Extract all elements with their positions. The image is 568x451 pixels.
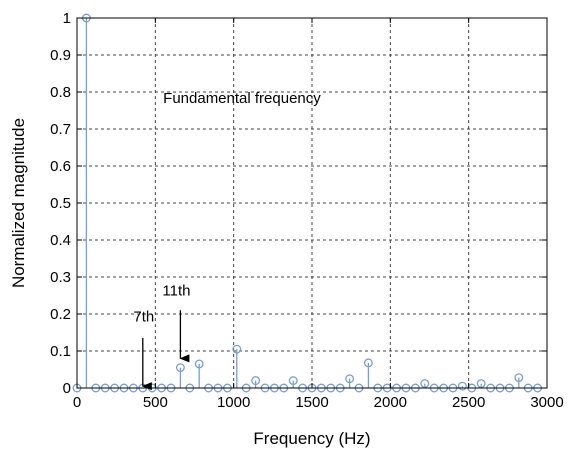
annotation-label: Fundamental frequency [163, 90, 321, 107]
stem-point [363, 358, 373, 388]
x-tick-label: 3000 [530, 394, 563, 411]
y-axis-ticks: 0 0.1 0.2 0.3 0.4 0.5 0.6 0.7 0.8 0.9 1 [50, 10, 547, 397]
stem-marker [363, 358, 373, 368]
x-tick-label: 1500 [295, 394, 328, 411]
annotation-label: 7th [133, 308, 154, 325]
x-axis-label: Frequency (Hz) [253, 429, 370, 448]
stem-marker [457, 381, 467, 391]
x-tick-label: 500 [143, 394, 168, 411]
annotations: Fundamental frequency 7th 11th [133, 90, 321, 391]
stem-point [175, 363, 185, 388]
stem-point [251, 376, 261, 388]
y-tick-label: 0.7 [50, 121, 71, 138]
y-tick-label: 0.9 [50, 47, 71, 64]
y-tick-label: 1 [63, 10, 71, 27]
stem-point [288, 376, 298, 388]
grid-lines [77, 18, 547, 388]
stem-point [476, 379, 486, 389]
y-tick-label: 0.6 [50, 158, 71, 175]
stem-marker [232, 344, 242, 354]
x-tick-label: 2000 [374, 394, 407, 411]
y-tick-label: 0.8 [50, 84, 71, 101]
stem-marker [345, 374, 355, 384]
stem-point [420, 379, 430, 389]
x-axis-ticks: 0 500 1000 1500 2000 2500 3000 [73, 18, 564, 411]
y-tick-label: 0.3 [50, 269, 71, 286]
stem-marker [420, 379, 430, 389]
stem-marker [514, 373, 524, 383]
stem-marker [175, 363, 185, 373]
x-tick-label: 0 [73, 394, 81, 411]
stem-marker [476, 379, 486, 389]
x-tick-label: 2500 [452, 394, 485, 411]
y-tick-label: 0.2 [50, 306, 71, 323]
stem-marker [194, 359, 204, 369]
stem-marker [251, 376, 261, 386]
x-tick-label: 1000 [217, 394, 250, 411]
y-tick-label: 0.5 [50, 195, 71, 212]
y-tick-label: 0.4 [50, 232, 71, 249]
y-tick-label: 0 [63, 380, 71, 397]
stem-point [514, 373, 524, 388]
y-axis-label: Normalized magnitude [9, 118, 28, 288]
stem-marker [288, 376, 298, 386]
annotation-label: 11th [162, 283, 190, 300]
stem-point [232, 344, 242, 388]
stem-point [345, 374, 355, 388]
stem-point [194, 359, 204, 388]
y-tick-label: 0.1 [50, 343, 71, 360]
